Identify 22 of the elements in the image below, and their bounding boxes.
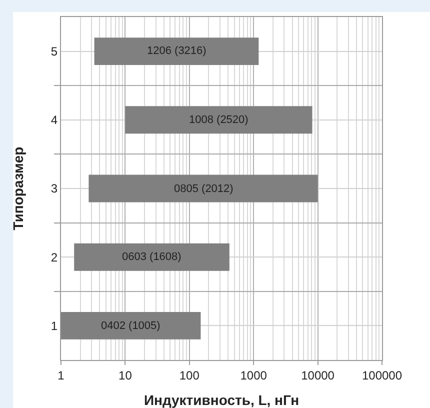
- y-tick-label: 2: [50, 250, 58, 264]
- bar: [74, 243, 230, 271]
- y-tick-label: 5: [50, 44, 58, 58]
- y-axis-title: Типоразмер: [10, 146, 26, 230]
- annotation: 1008 (2520): [189, 114, 248, 126]
- annotation: 0603 (1608): [122, 251, 182, 263]
- x-tick-label: 100000: [362, 368, 402, 382]
- bar: [125, 106, 312, 134]
- y-tick-label: 1: [50, 318, 58, 333]
- bar: [88, 174, 318, 202]
- bar: [94, 38, 259, 66]
- x-tick-label: 1000: [240, 368, 268, 382]
- annotation: 0402 (1005): [101, 320, 160, 332]
- x-axis-title: Индуктивность, L, нГн: [144, 392, 300, 408]
- annotation: 1206 (3216): [147, 45, 206, 57]
- y-tick-label: 4: [50, 113, 58, 128]
- bar: [61, 312, 201, 340]
- annotation: 0805 (2012): [174, 183, 234, 195]
- x-tick-label: 10000: [301, 368, 335, 382]
- x-tick-label: 100: [179, 368, 200, 382]
- y-tick-label: 3: [50, 182, 58, 196]
- x-tick-label: 10: [118, 368, 132, 382]
